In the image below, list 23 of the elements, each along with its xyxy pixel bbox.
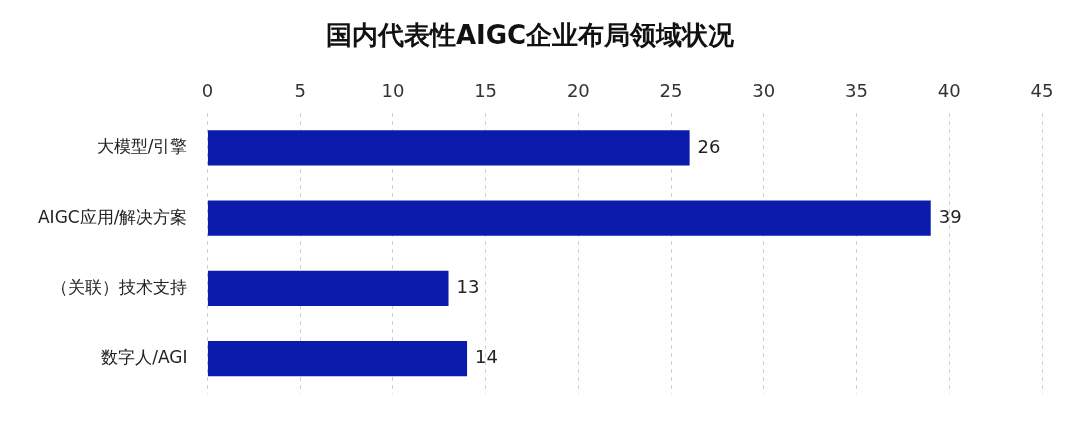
- data-label: 14: [475, 346, 498, 368]
- x-tick-label: 30: [752, 79, 776, 101]
- bar: [207, 341, 468, 377]
- x-tick-label: 10: [381, 79, 405, 101]
- x-tick-label: 15: [474, 79, 498, 101]
- bar: [207, 200, 931, 236]
- y-tick-label: 大模型/引擎: [96, 136, 188, 157]
- x-tick-label: 35: [845, 79, 868, 101]
- data-label: 39: [938, 205, 962, 227]
- data-label: 26: [697, 135, 721, 157]
- bar: [207, 270, 449, 306]
- y-tick-label: （关联）技术支持: [51, 276, 188, 297]
- x-tick-label: 25: [659, 79, 683, 101]
- y-tick-label: 数字人/AGI: [101, 347, 188, 368]
- y-tick-label: AIGC应用/解决方案: [37, 206, 188, 227]
- x-tick-label: 5: [294, 79, 306, 101]
- x-tick-label: 45: [1030, 79, 1054, 101]
- data-label: 13: [456, 276, 480, 298]
- x-tick-label: 20: [566, 79, 590, 101]
- chart-title: 国内代表性AIGC企业布局领域状况: [325, 20, 736, 51]
- bar: [207, 130, 690, 166]
- x-tick-label: 40: [937, 79, 961, 101]
- x-tick-label: 0: [201, 79, 214, 101]
